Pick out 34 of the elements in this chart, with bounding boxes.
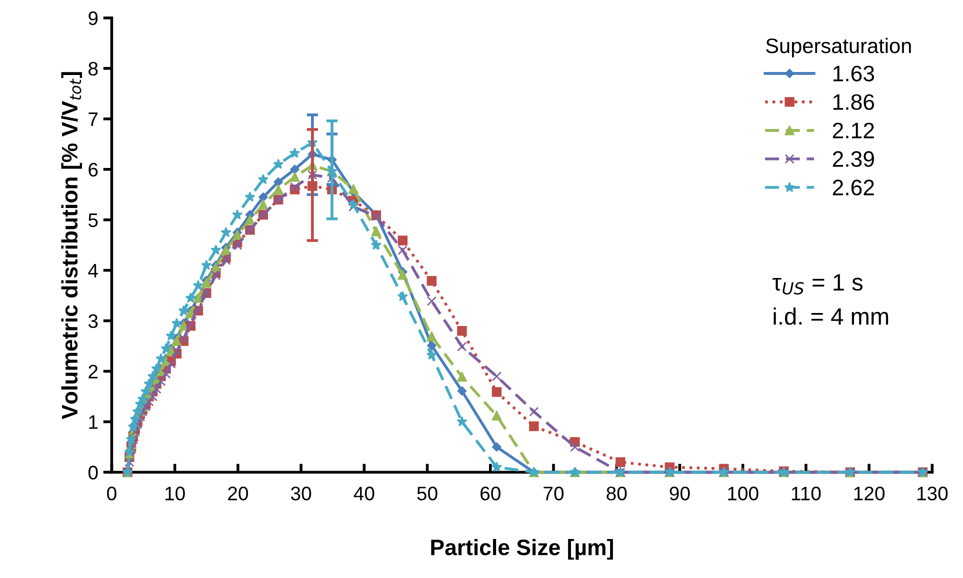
x-tick-label: 20 <box>228 486 248 500</box>
legend-label: 1.63 <box>833 66 874 82</box>
annotation: i.d. = 4 mm <box>774 307 888 325</box>
x-tick-label: 10 <box>165 486 185 500</box>
y-tick-label: 9 <box>88 11 98 26</box>
x-tick-label: 110 <box>792 486 821 500</box>
legend-label: 2.39 <box>832 151 874 167</box>
annotation: τ$_{US}$ = 1 s <box>772 274 863 295</box>
legend-label: 1.86 <box>833 94 874 110</box>
x-tick-label: 130 <box>917 486 948 500</box>
y-axis-title: Volumetric distribution [% V/V$_{tot}$] <box>61 72 82 420</box>
x-tick-label: 0 <box>107 486 116 500</box>
x-tick-label: 40 <box>354 486 374 500</box>
y-tick-label: 4 <box>88 264 98 278</box>
legend-label: 2.12 <box>832 122 874 138</box>
y-tick-label: 7 <box>88 112 98 126</box>
x-tick-label: 90 <box>670 486 690 500</box>
x-tick-label: 60 <box>480 486 500 500</box>
y-tick-label: 1 <box>89 415 98 429</box>
x-tick-label: 50 <box>417 486 438 500</box>
legend-title: Supersaturation <box>766 38 911 58</box>
legend-label: 2.62 <box>832 180 874 196</box>
x-tick-label: 80 <box>606 486 627 500</box>
x-tick-label: 30 <box>290 486 312 500</box>
x-tick-label: 120 <box>854 486 885 500</box>
y-tick-label: 2 <box>88 364 98 378</box>
y-tick-label: 0 <box>88 466 98 480</box>
y-tick-label: 8 <box>88 62 98 76</box>
y-tick-label: 6 <box>88 162 98 177</box>
y-tick-label: 5 <box>88 214 98 228</box>
x-tick-label: 100 <box>728 486 758 500</box>
y-tick-label: 3 <box>88 314 98 328</box>
x-tick-label: 70 <box>544 486 564 500</box>
x-axis-title: Particle Size [µm] <box>431 538 613 560</box>
